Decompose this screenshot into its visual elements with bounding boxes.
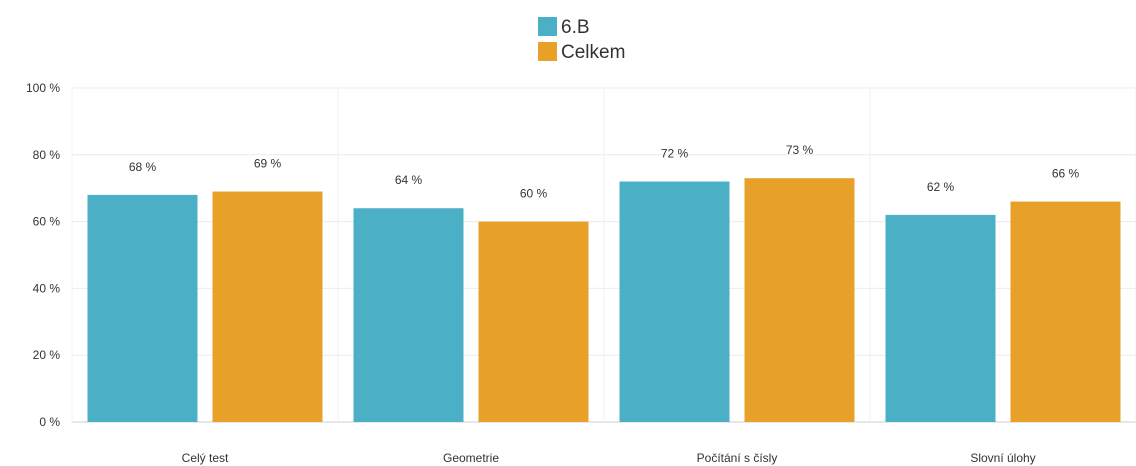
- bar-total: [478, 221, 589, 422]
- data-label: 64 %: [395, 173, 423, 187]
- y-tick-label: 100 %: [26, 81, 60, 95]
- legend: 6.B Celkem: [538, 17, 625, 63]
- bar-total: [1010, 201, 1121, 422]
- y-tick-label: 40 %: [33, 281, 61, 295]
- data-label: 66 %: [1052, 167, 1080, 181]
- data-label: 60 %: [520, 187, 548, 201]
- data-label: 73 %: [786, 143, 814, 157]
- y-tick-label: 0 %: [39, 415, 60, 429]
- bar-class: [87, 194, 198, 422]
- data-label: 62 %: [927, 180, 955, 194]
- data-label: 68 %: [129, 160, 157, 174]
- x-tick-label: Celý test: [182, 451, 229, 465]
- legend-swatch: [538, 42, 557, 61]
- bar-class: [353, 208, 464, 422]
- bar-total: [744, 178, 855, 422]
- legend-label: Celkem: [561, 42, 625, 63]
- y-tick-label: 20 %: [33, 348, 61, 362]
- y-tick-label: 60 %: [33, 215, 61, 229]
- data-labels-layer: 68 % 69 % 64 % 60 % 72 % 73 % 62 % 66 %: [129, 143, 1080, 200]
- bar-class: [619, 181, 730, 422]
- bar-total: [212, 191, 323, 422]
- x-tick-label: Počítání s čísly: [697, 451, 778, 465]
- bars-layer: [87, 178, 1121, 422]
- bar-class: [885, 214, 996, 422]
- axis-layer: 0 % 20 % 40 % 60 % 80 % 100 % Celý test Geometr…: [26, 81, 1036, 465]
- data-label: 72 %: [661, 147, 689, 161]
- legend-swatch: [538, 17, 557, 36]
- x-tick-label: Geometrie: [443, 451, 499, 465]
- y-tick-label: 80 %: [33, 148, 61, 162]
- legend-label: 6.B: [561, 17, 590, 38]
- data-label: 69 %: [254, 157, 282, 171]
- x-tick-label: Slovní úlohy: [970, 451, 1035, 465]
